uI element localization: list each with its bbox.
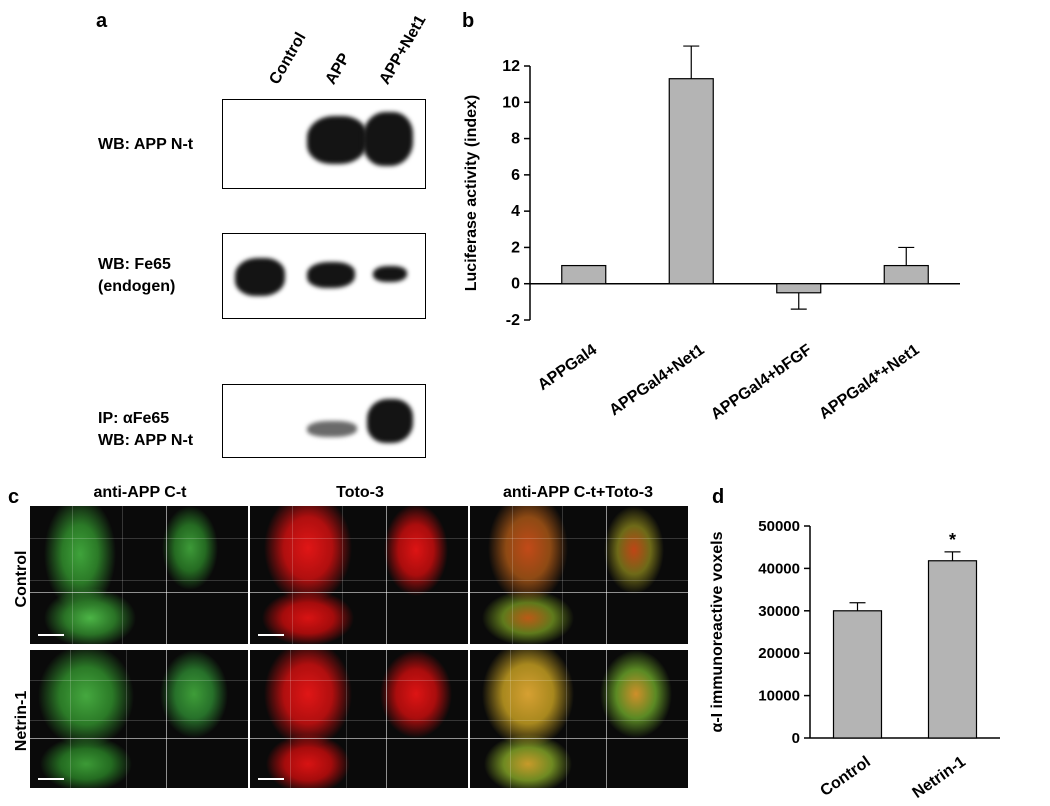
lane-label-app: APP bbox=[322, 50, 354, 88]
blot-1-band-app bbox=[307, 116, 367, 164]
x-tick-label: Netrin-1 bbox=[910, 753, 969, 802]
x-tick-label: APPGal4+bFGF bbox=[708, 341, 815, 423]
blot-3-label-line2: WB: APP N-t bbox=[98, 432, 194, 449]
lane-label-app-net1: APP+Net1 bbox=[376, 12, 430, 88]
panel-b-chart: -2 0 2 4 6 8 10 12 Luciferase activity (index) AP… bbox=[463, 45, 960, 423]
y-tick-label: 6 bbox=[511, 167, 520, 184]
micrograph-netrin1-merge bbox=[470, 650, 688, 788]
y-axis-label: Luciferase activity (index) bbox=[463, 95, 480, 292]
panel-d-chart: 0 10000 20000 30000 40000 50000 α-I immunoreac… bbox=[709, 518, 1000, 802]
blot-2-label-line2: (endogen) bbox=[98, 278, 176, 295]
column-title-merge: anti-APP C-t+Toto-3 bbox=[502, 484, 654, 501]
micrograph-netrin1-toto3 bbox=[250, 650, 468, 788]
blot-2-band-control bbox=[235, 258, 285, 296]
western-blot-3 bbox=[222, 384, 426, 458]
y-tick-label: 20000 bbox=[758, 645, 800, 662]
scale-bar bbox=[38, 778, 64, 780]
panel-d-letter: d bbox=[712, 486, 725, 508]
x-tick-label: APPGal4*+Net1 bbox=[816, 341, 922, 423]
micrograph-control-merge bbox=[470, 506, 688, 644]
scale-bar bbox=[258, 634, 284, 636]
panel-b-letter: b bbox=[462, 10, 475, 32]
row-label-netrin1: Netrin-1 bbox=[13, 690, 30, 752]
y-tick-label: 0 bbox=[511, 276, 520, 293]
column-title-toto3: Toto-3 bbox=[336, 484, 384, 501]
micrograph-netrin1-app bbox=[30, 650, 248, 788]
y-axis-label: α-I immunoreactive voxels bbox=[709, 531, 726, 732]
y-tick-label: 2 bbox=[511, 239, 520, 256]
blot-2-band-app bbox=[307, 262, 355, 288]
blot-1-label-line1: WB: APP N-t bbox=[98, 136, 194, 153]
blot-2-band-app-net1 bbox=[373, 266, 407, 282]
scale-bar bbox=[38, 634, 64, 636]
panel-a-letter: a bbox=[96, 10, 108, 32]
y-tick-label: 12 bbox=[502, 58, 520, 75]
bar bbox=[832, 610, 883, 739]
blot-1-label: WB: APP N-t bbox=[98, 134, 193, 156]
bar bbox=[561, 264, 607, 285]
significance-asterisk: * bbox=[949, 530, 956, 550]
blot-1-band-app-net1 bbox=[363, 112, 413, 166]
panel-c-letter: c bbox=[8, 486, 20, 508]
y-tick-label: 10 bbox=[502, 94, 520, 111]
bar bbox=[668, 78, 714, 285]
x-tick-label: APPGal4+Net1 bbox=[606, 341, 707, 419]
scale-bar bbox=[258, 778, 284, 780]
blot-3-label-line1: IP: αFe65 bbox=[98, 410, 170, 427]
bar bbox=[776, 283, 822, 294]
blot-3-band-app bbox=[307, 421, 357, 437]
y-tick-label: 50000 bbox=[758, 518, 800, 535]
bar bbox=[883, 264, 929, 285]
y-tick-label: -2 bbox=[506, 312, 520, 329]
y-tick-label: 40000 bbox=[758, 560, 800, 577]
micrograph-control-toto3 bbox=[250, 506, 468, 644]
blot-3-label: IP: αFe65 WB: APP N-t bbox=[98, 408, 193, 452]
micrograph-control-app bbox=[30, 506, 248, 644]
column-title-anti-app: anti-APP C-t bbox=[93, 484, 187, 501]
blot-2-label-line1: WB: Fe65 bbox=[98, 256, 171, 273]
western-blot-2 bbox=[222, 233, 426, 319]
row-label-control: Control bbox=[13, 550, 30, 608]
y-tick-label: 30000 bbox=[758, 603, 800, 620]
blot-2-label: WB: Fe65 (endogen) bbox=[98, 254, 175, 298]
x-tick-label: Control bbox=[817, 753, 873, 800]
blot-3-band-app-net1 bbox=[367, 399, 413, 443]
y-tick-label: 8 bbox=[511, 131, 520, 148]
y-tick-label: 10000 bbox=[758, 688, 800, 705]
western-blot-1 bbox=[222, 99, 426, 189]
x-tick-label: APPGal4 bbox=[535, 341, 600, 394]
y-tick-label: 0 bbox=[792, 730, 800, 747]
bar bbox=[927, 560, 978, 739]
lane-label-control: Control bbox=[266, 29, 310, 88]
y-tick-label: 4 bbox=[511, 203, 520, 220]
